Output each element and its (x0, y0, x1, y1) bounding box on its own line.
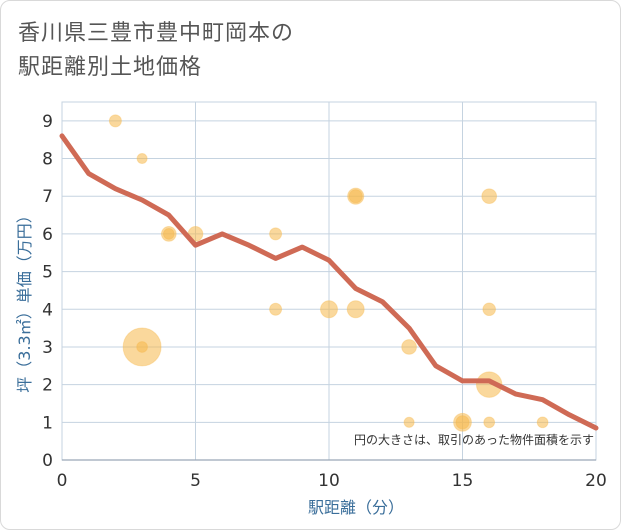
x-tick-label: 10 (318, 471, 340, 491)
data-bubble (320, 300, 338, 319)
data-bubble (481, 188, 498, 205)
y-tick-label: 1 (42, 413, 53, 433)
data-bubble (483, 416, 496, 429)
y-axis-label: 坪（3.3㎡）単価（万円） (15, 207, 34, 392)
data-bubble (108, 114, 122, 128)
x-tick-label: 20 (585, 471, 607, 491)
trend-line (59, 133, 599, 431)
y-tick-label: 9 (42, 112, 53, 132)
data-bubble (536, 416, 549, 429)
y-tick-label: 8 (42, 150, 53, 170)
y-tick-label: 4 (42, 300, 53, 320)
x-tick-label: 0 (57, 471, 68, 491)
data-bubble (269, 227, 283, 241)
x-axis-label: 駅距離（分） (308, 498, 404, 517)
y-tick-label: 5 (42, 263, 53, 283)
data-bubble (455, 415, 470, 430)
y-tick-label: 6 (42, 225, 53, 245)
tick-labels: 0 1 2 3 4 5 6 7 8 9 0 5 10 15 20 (42, 112, 607, 491)
data-bubble (136, 153, 148, 165)
bubble-size-note: 円の大きさは、取引のあった物件面積を示す (354, 432, 594, 447)
trend-line-layer (59, 133, 599, 431)
x-tick-label: 5 (190, 471, 201, 491)
y-tick-label: 2 (42, 376, 53, 396)
data-bubble (269, 302, 283, 316)
chart-title: 香川県三豊市豊中町岡本の 駅距離別土地価格 (18, 17, 294, 85)
data-bubble (346, 300, 365, 319)
data-bubble (162, 228, 175, 240)
data-bubble (136, 341, 148, 353)
data-bubble (482, 302, 496, 317)
x-tick-label: 15 (452, 471, 474, 491)
y-tick-label: 0 (42, 451, 53, 471)
data-bubble (401, 339, 417, 355)
data-bubble (403, 416, 415, 428)
y-tick-label: 7 (42, 187, 53, 207)
grid-layer (61, 101, 597, 461)
data-bubble (348, 189, 363, 204)
chart-title-line-2: 駅距離別土地価格 (18, 55, 203, 80)
chart-title-line-1: 香川県三豊市豊中町岡本の (18, 21, 295, 46)
y-tick-label: 3 (42, 338, 53, 358)
